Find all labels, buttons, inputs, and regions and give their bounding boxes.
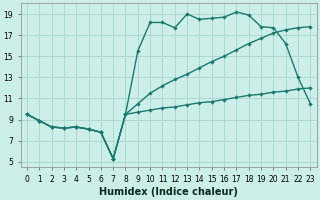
X-axis label: Humidex (Indice chaleur): Humidex (Indice chaleur) bbox=[99, 187, 238, 197]
